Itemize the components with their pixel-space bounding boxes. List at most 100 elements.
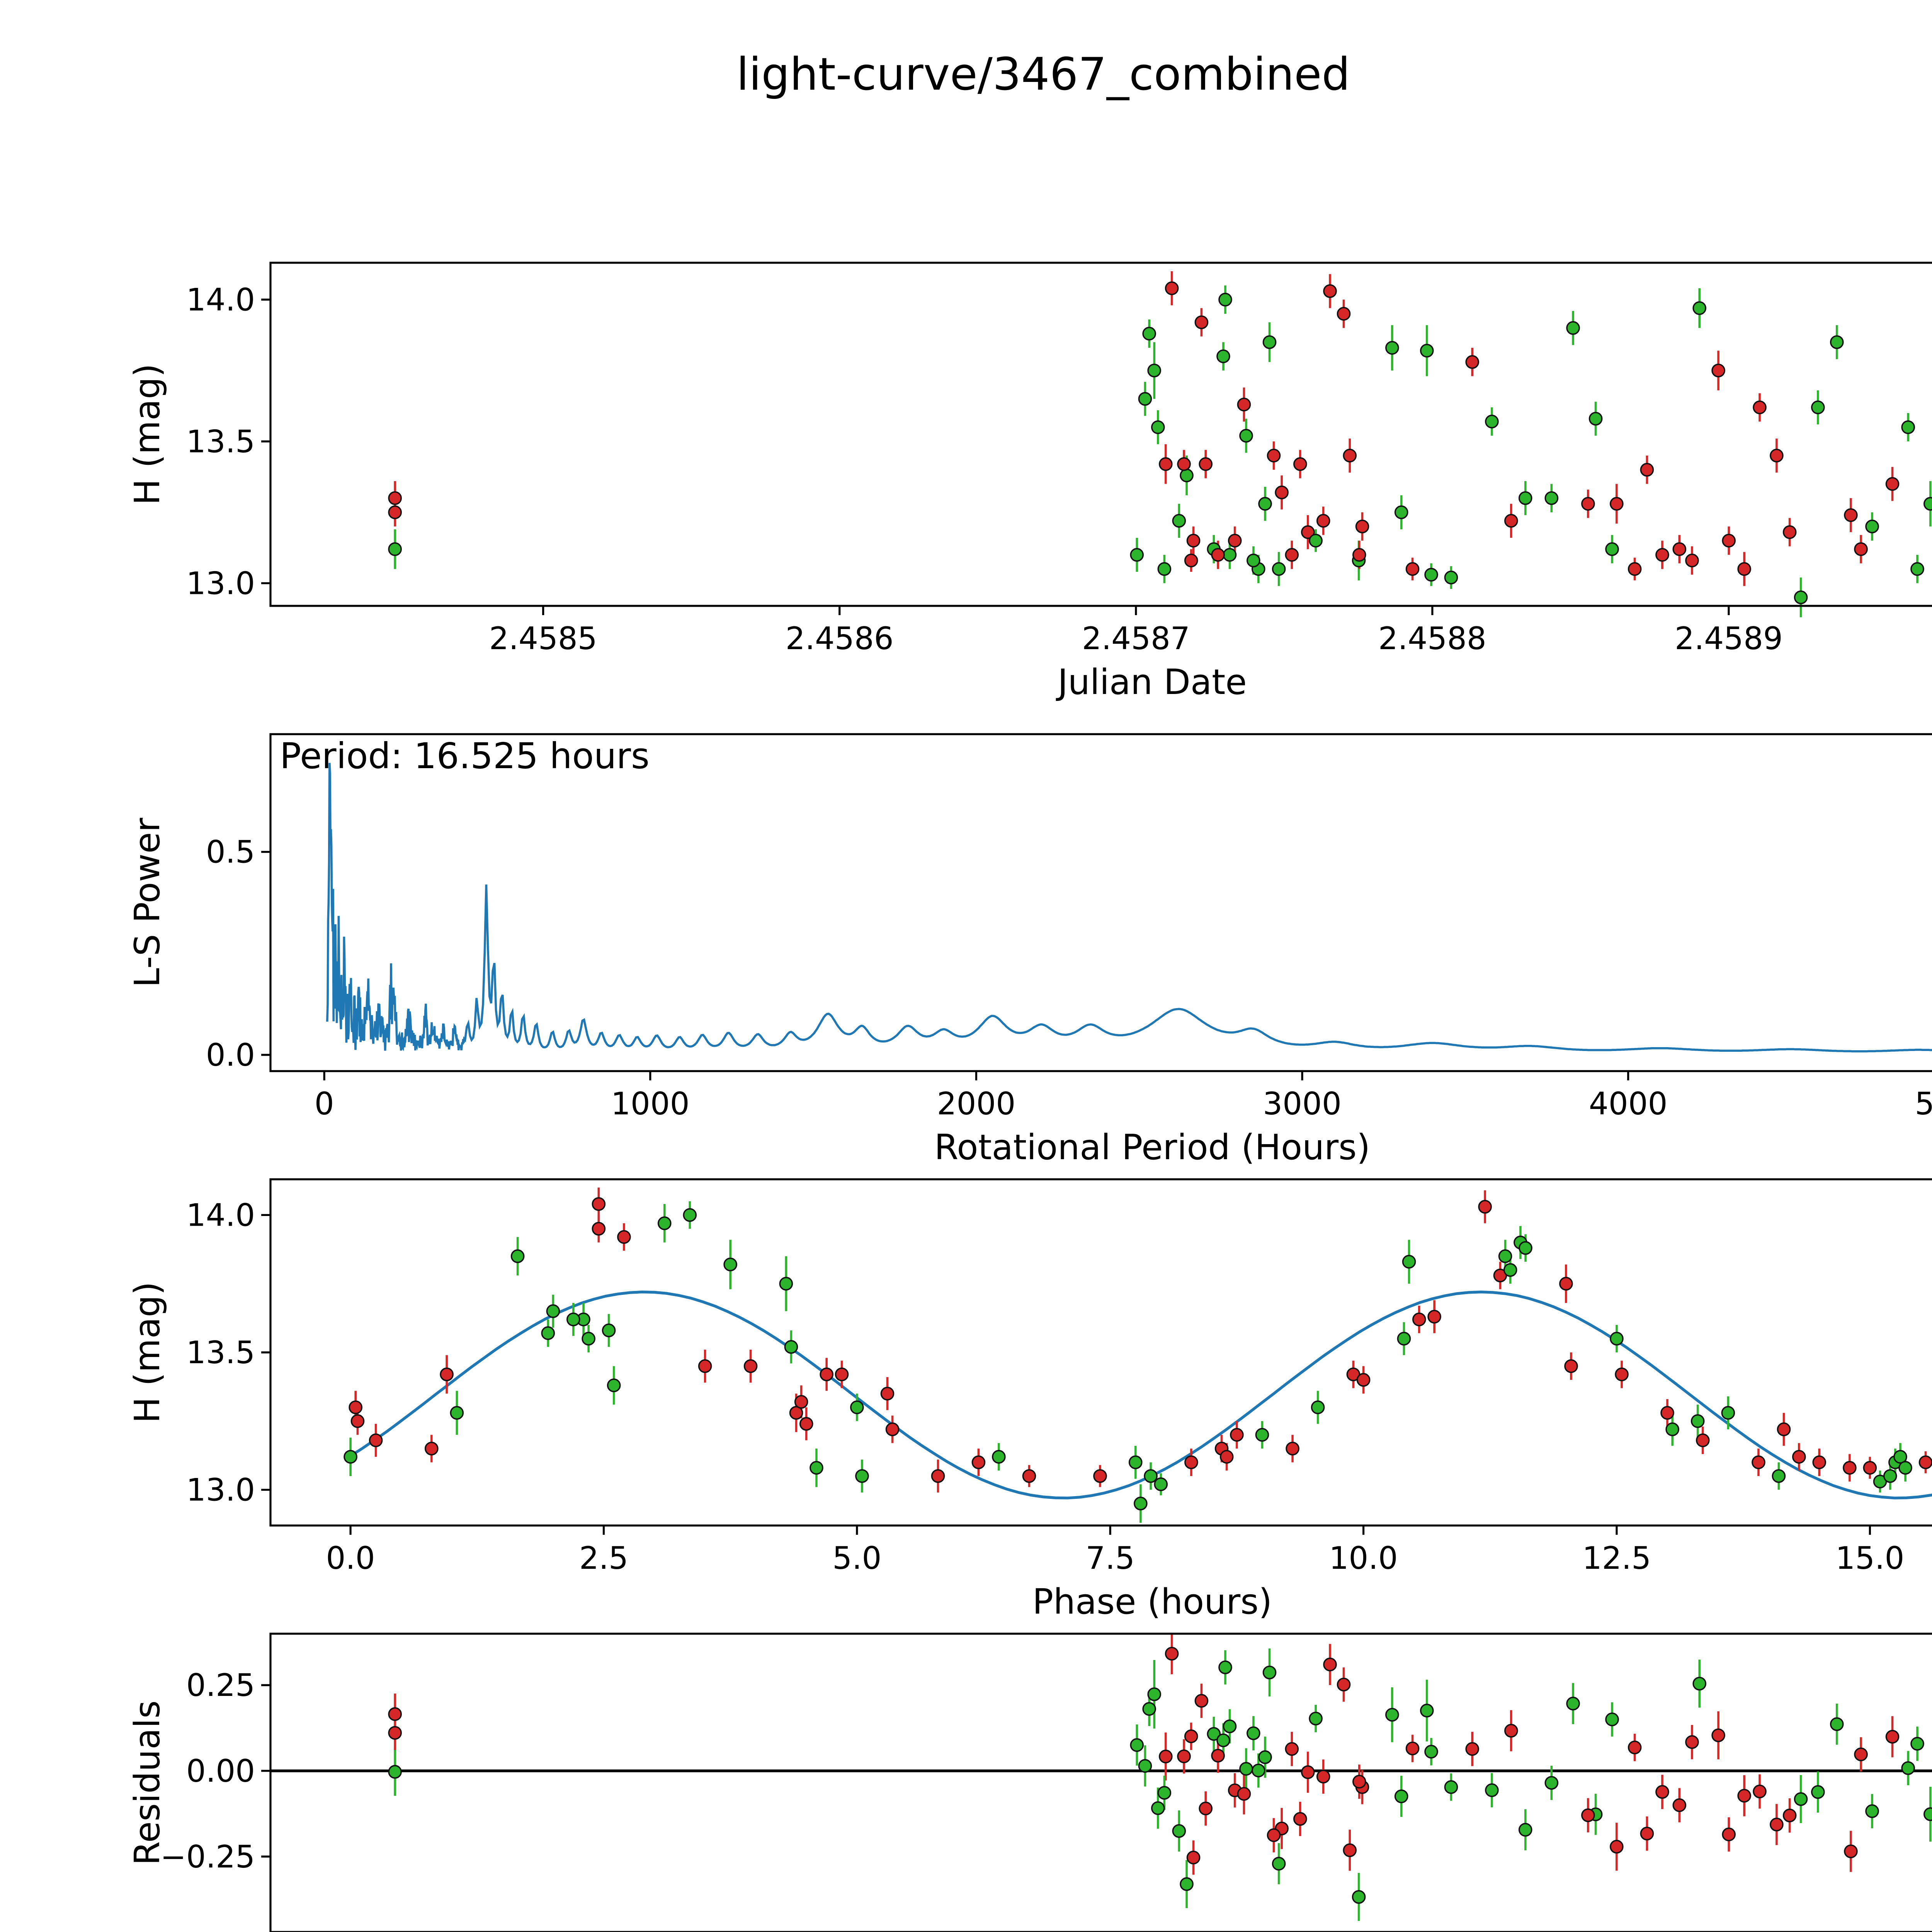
data-point bbox=[1285, 1742, 1299, 1756]
data-point bbox=[1865, 519, 1879, 534]
data-point bbox=[1660, 1406, 1674, 1420]
data-point bbox=[1566, 1697, 1580, 1711]
data-point bbox=[1640, 1827, 1654, 1841]
data-point bbox=[1252, 1764, 1265, 1777]
data-point bbox=[1690, 1414, 1705, 1428]
y-axis-label: H (mag) bbox=[127, 364, 168, 505]
data-point bbox=[1275, 485, 1289, 500]
data-point bbox=[1142, 327, 1156, 341]
x-tick-label: 10.0 bbox=[1329, 1540, 1398, 1576]
data-point bbox=[657, 1216, 672, 1230]
data-point bbox=[850, 1400, 864, 1415]
data-point bbox=[1901, 420, 1915, 434]
data-point bbox=[1237, 1787, 1251, 1801]
data-point bbox=[1844, 1844, 1858, 1859]
period-annotation: Period: 16.525 hours bbox=[280, 735, 650, 777]
x-tick-label: 2.4589 bbox=[1675, 621, 1783, 656]
data-point bbox=[1355, 519, 1369, 534]
x-tick-label: 5000 bbox=[1915, 1086, 1932, 1122]
data-point bbox=[1581, 497, 1595, 511]
data-point bbox=[1352, 548, 1366, 562]
sine-fit-line bbox=[350, 1290, 1932, 1500]
data-point bbox=[1165, 281, 1179, 295]
y-tick-label: −0.25 bbox=[160, 1839, 255, 1875]
data-point bbox=[388, 1707, 402, 1721]
periodogram-line bbox=[326, 763, 1932, 1053]
data-point bbox=[1427, 1310, 1441, 1324]
data-point bbox=[1093, 1469, 1107, 1483]
x-tick-label: 1000 bbox=[611, 1086, 690, 1122]
data-point bbox=[1186, 1850, 1201, 1865]
data-point bbox=[1239, 429, 1253, 443]
data-point bbox=[1692, 1677, 1707, 1691]
data-point bbox=[1022, 1469, 1036, 1483]
x-axis-label: Phase (hours) bbox=[1032, 1582, 1272, 1622]
data-point bbox=[1610, 1840, 1624, 1854]
data-point bbox=[1230, 1428, 1244, 1442]
data-point bbox=[1737, 562, 1751, 576]
x-tick-label: 0.0 bbox=[326, 1540, 375, 1576]
data-point bbox=[1722, 534, 1736, 548]
data-point bbox=[582, 1332, 595, 1346]
data-point bbox=[1223, 1719, 1237, 1733]
data-point bbox=[510, 1249, 525, 1263]
data-point bbox=[1782, 525, 1797, 539]
data-point bbox=[992, 1450, 1006, 1464]
data-point bbox=[1323, 1657, 1337, 1672]
data-point bbox=[835, 1367, 849, 1381]
data-point bbox=[1323, 284, 1337, 298]
data-point bbox=[388, 505, 402, 519]
data-point bbox=[1794, 1792, 1808, 1806]
data-point bbox=[1923, 1807, 1932, 1821]
data-point bbox=[1172, 514, 1186, 528]
data-point bbox=[1910, 562, 1924, 576]
data-point bbox=[1893, 1450, 1907, 1464]
y-tick-label: 13.5 bbox=[186, 423, 255, 459]
data-point bbox=[1130, 548, 1144, 562]
figure-title: light-curve/3467_combined bbox=[736, 48, 1350, 100]
x-tick-label: 2.4588 bbox=[1378, 621, 1486, 656]
data-point bbox=[1722, 1827, 1736, 1842]
data-point bbox=[1782, 1808, 1797, 1823]
data-point bbox=[1258, 1750, 1272, 1764]
x-tick-label: 0 bbox=[315, 1086, 334, 1122]
y-tick-label: 14.0 bbox=[186, 1197, 255, 1233]
x-tick-label: 2.4587 bbox=[1082, 621, 1190, 656]
data-point bbox=[794, 1395, 808, 1409]
data-point bbox=[1211, 548, 1225, 562]
data-point bbox=[1685, 1735, 1699, 1749]
data-point bbox=[784, 1340, 798, 1354]
data-point bbox=[1405, 1742, 1420, 1755]
data-point bbox=[1337, 307, 1351, 321]
y-tick-label: 0.00 bbox=[186, 1753, 255, 1789]
data-point bbox=[1588, 412, 1603, 426]
data-point bbox=[1199, 1801, 1213, 1816]
data-point bbox=[1772, 1469, 1786, 1483]
data-point bbox=[1854, 1747, 1868, 1762]
y-tick-label: 13.0 bbox=[186, 565, 255, 601]
data-point bbox=[1605, 542, 1619, 556]
data-point bbox=[1615, 1367, 1629, 1381]
data-point bbox=[1301, 1765, 1315, 1779]
data-point bbox=[1134, 1497, 1148, 1510]
data-point bbox=[1885, 477, 1900, 491]
data-point bbox=[1194, 1694, 1209, 1708]
data-point bbox=[1247, 553, 1260, 568]
data-point bbox=[1343, 449, 1357, 463]
data-point bbox=[1255, 1428, 1269, 1442]
data-point bbox=[350, 1414, 365, 1428]
data-point bbox=[1309, 534, 1323, 548]
data-point bbox=[1147, 1687, 1162, 1701]
data-point bbox=[602, 1323, 616, 1337]
data-point bbox=[1420, 1704, 1434, 1718]
data-point bbox=[1504, 514, 1518, 528]
data-point bbox=[1901, 1761, 1915, 1775]
data-point bbox=[885, 1422, 900, 1436]
x-tick-label: 5.0 bbox=[832, 1540, 881, 1576]
data-point bbox=[1405, 562, 1420, 576]
data-point bbox=[1503, 1263, 1517, 1277]
data-point bbox=[1843, 1461, 1857, 1475]
data-point bbox=[1692, 301, 1707, 315]
x-tick-label: 7.5 bbox=[1086, 1540, 1135, 1576]
